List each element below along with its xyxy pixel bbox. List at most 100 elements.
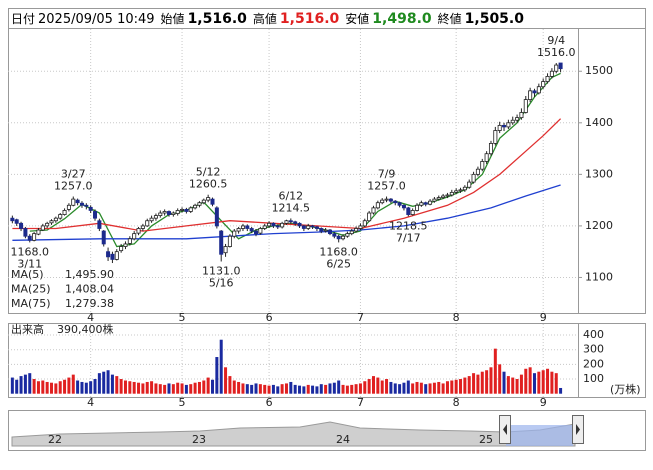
volume-bar — [93, 379, 97, 394]
candle-body — [484, 153, 489, 162]
candle-body — [149, 217, 154, 222]
x-tick-label: 6 — [266, 311, 273, 324]
volume-bar — [380, 380, 384, 394]
volume-bar — [467, 376, 471, 394]
volume-bar — [389, 381, 393, 394]
candle-body — [506, 122, 511, 128]
ma-line — [12, 118, 562, 232]
legend-value: 1,495.90 — [65, 268, 114, 281]
annotation-date: 7/17 — [396, 231, 421, 244]
volume-bar — [411, 383, 415, 394]
annotation-date: 3/11 — [17, 257, 42, 270]
volume-bar — [519, 374, 523, 394]
annotation-value: 1218.5 — [389, 219, 428, 232]
volume-bar — [328, 383, 332, 394]
volume-bar — [228, 376, 232, 394]
volume-bar — [559, 387, 563, 394]
candle-body — [341, 235, 346, 240]
volume-bar — [398, 384, 402, 394]
candle-body — [10, 217, 15, 222]
candle-body — [380, 199, 385, 204]
candle-body — [106, 251, 111, 258]
volume-bar — [284, 383, 288, 394]
volume-bar — [19, 376, 23, 394]
candle-body — [554, 64, 559, 72]
candle-body — [458, 189, 463, 192]
candle-body — [75, 199, 80, 204]
x-tick-label: 5 — [179, 311, 186, 324]
candle-body — [232, 230, 237, 237]
volume-bar — [97, 373, 101, 394]
x-tick-label: 8 — [453, 311, 460, 324]
candle-body — [280, 222, 285, 228]
candle-body — [284, 220, 289, 224]
volume-bar — [441, 383, 445, 394]
header-label: 高値 — [252, 12, 277, 26]
candle-body — [97, 220, 102, 229]
candle-body — [436, 197, 441, 200]
candle-body — [545, 75, 550, 82]
header-value: 1,505.0 — [464, 11, 524, 27]
header-label: 安値 — [345, 12, 370, 26]
candle-body — [410, 210, 415, 215]
candle-body — [519, 112, 524, 119]
volume-bar — [132, 381, 136, 394]
candle-body — [175, 210, 180, 214]
candle-body — [53, 217, 58, 222]
annotation-value: 1168.0 — [11, 245, 50, 258]
candle-body — [214, 207, 219, 227]
annotation-date: 5/16 — [209, 276, 234, 289]
candle-body — [471, 173, 476, 183]
volume-bar — [106, 370, 110, 394]
candle-body — [388, 198, 393, 202]
volume-bar — [445, 381, 449, 394]
volume-bar — [237, 381, 241, 394]
volume-bar — [428, 383, 432, 394]
volume-bar — [76, 380, 80, 394]
candle-body — [528, 90, 533, 100]
candle-body — [158, 212, 163, 216]
volume-bar — [10, 377, 14, 394]
navigator-label: 24 — [336, 433, 350, 446]
candle-body — [515, 117, 520, 121]
candle-body — [79, 202, 84, 206]
candle-body — [301, 225, 306, 229]
candle-body — [171, 212, 176, 215]
header-value: 1,516.0 — [279, 11, 340, 27]
candle-body — [354, 228, 359, 232]
candle-body — [180, 209, 185, 211]
volume-bar — [224, 367, 228, 394]
candle-body — [488, 143, 493, 155]
volume-bar — [472, 373, 476, 394]
navigator-panel — [8, 410, 646, 451]
volume-bar — [176, 382, 180, 394]
volume-bar — [541, 370, 545, 394]
volume-bar — [324, 384, 328, 394]
annotation-date: 3/27 — [61, 168, 86, 181]
volume-bar — [276, 386, 280, 394]
volume-bar — [206, 377, 210, 394]
y-tick-label: 1500 — [585, 64, 613, 77]
volume-bar — [493, 348, 497, 394]
candle-body — [271, 222, 276, 227]
volume-bar — [263, 384, 267, 394]
candle-body — [401, 204, 406, 209]
volume-bar — [145, 381, 149, 394]
candle-body — [441, 195, 446, 198]
annotation-value: 1257.0 — [367, 180, 406, 193]
volume-bar — [215, 357, 219, 394]
volume-bar — [337, 380, 341, 394]
annotation-value: 1168.0 — [319, 245, 358, 258]
volume-tick-label: 300 — [583, 343, 604, 356]
annotation-value: 1131.0 — [202, 264, 241, 277]
candle-body — [49, 220, 54, 224]
candle-body — [206, 197, 211, 201]
volume-bar — [332, 382, 336, 394]
candle-body — [62, 210, 67, 215]
x-tick-label: 6 — [266, 396, 273, 409]
volume-bar — [23, 374, 27, 394]
volume-bar — [58, 381, 62, 394]
candle-body — [219, 230, 224, 255]
legend-name: MA(75) — [11, 297, 51, 310]
candle-body — [45, 222, 50, 227]
